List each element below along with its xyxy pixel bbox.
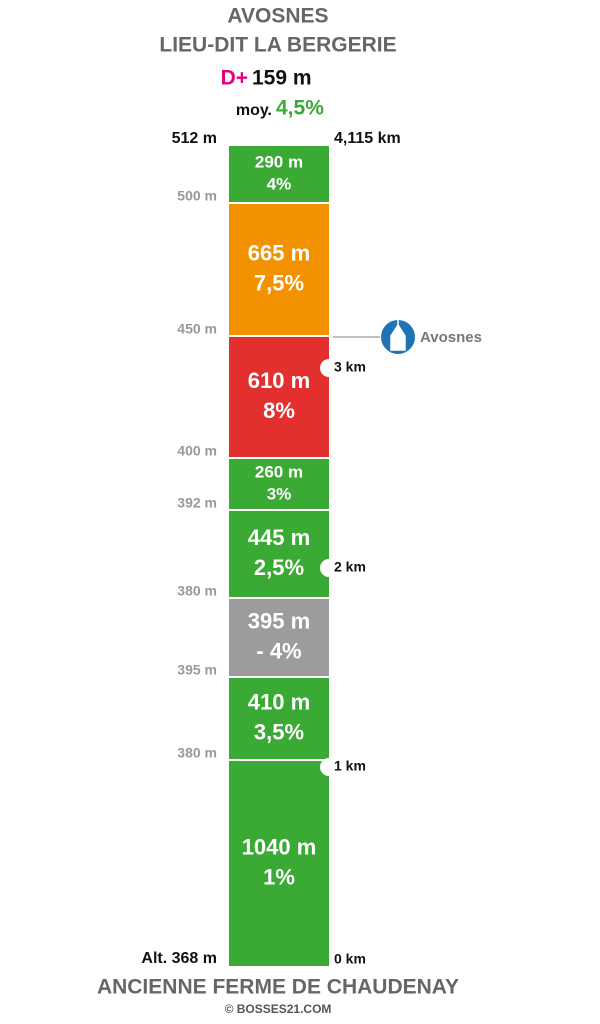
segment: [229, 337, 329, 457]
segment: [229, 511, 329, 597]
segment: [229, 146, 329, 202]
km-notch: [320, 359, 338, 377]
segment-length: 395 m: [248, 608, 310, 633]
segment: [229, 761, 329, 966]
segment: [229, 678, 329, 759]
segment-grade: 2,5%: [254, 555, 304, 580]
segment-grade: 3,5%: [254, 719, 304, 744]
segment-length: 290 m: [255, 152, 303, 171]
segment-length: 610 m: [248, 368, 310, 393]
altitude-label: 380 m: [177, 745, 217, 761]
altitude-label: 395 m: [177, 662, 217, 678]
title: AVOSNES: [227, 5, 328, 28]
bottom-place: ANCIENNE FERME DE CHAUDENAY: [97, 976, 459, 999]
segment-grade: 4%: [267, 174, 292, 193]
bottom-altitude: Alt. 368 m: [141, 950, 217, 967]
poi-label: Avosnes: [420, 329, 482, 346]
altitude-label: 450 m: [177, 321, 217, 337]
top-altitude: 512 m: [172, 130, 217, 147]
km-notch: [320, 758, 338, 776]
segment-grade: 8%: [263, 398, 295, 423]
altitude-label: 500 m: [177, 188, 217, 204]
segment-grade: 1%: [263, 864, 295, 889]
credit: © BOSSES21.COM: [225, 1002, 332, 1016]
segment-length: 1040 m: [242, 834, 317, 859]
segment-grade: - 4%: [256, 638, 301, 663]
altitude-label: 392 m: [177, 495, 217, 511]
avg-label: moy.: [236, 102, 272, 119]
km-notch: [320, 559, 338, 577]
segment-length: 260 m: [255, 462, 303, 481]
segment: [229, 204, 329, 335]
segment: [229, 459, 329, 509]
km-label: 1 km: [334, 758, 366, 774]
km-label: 3 km: [334, 359, 366, 375]
segment-grade: 3%: [267, 484, 292, 503]
segment-grade: 7,5%: [254, 270, 304, 295]
church-icon: [390, 319, 406, 351]
title: LIEU-DIT LA BERGERIE: [159, 34, 396, 57]
km-label: 2 km: [334, 559, 366, 575]
segment-length: 445 m: [248, 525, 310, 550]
avg-value: 4,5%: [276, 97, 324, 120]
altitude-label: 380 m: [177, 583, 217, 599]
km-label: 0 km: [334, 951, 366, 967]
dplus-value: 159 m: [252, 67, 312, 90]
segment-length: 665 m: [248, 240, 310, 265]
altitude-label: 400 m: [177, 443, 217, 459]
segment-length: 410 m: [248, 689, 310, 714]
segment: [229, 599, 329, 676]
top-distance: 4,115 km: [334, 130, 401, 147]
dplus-label: D+: [221, 67, 248, 90]
